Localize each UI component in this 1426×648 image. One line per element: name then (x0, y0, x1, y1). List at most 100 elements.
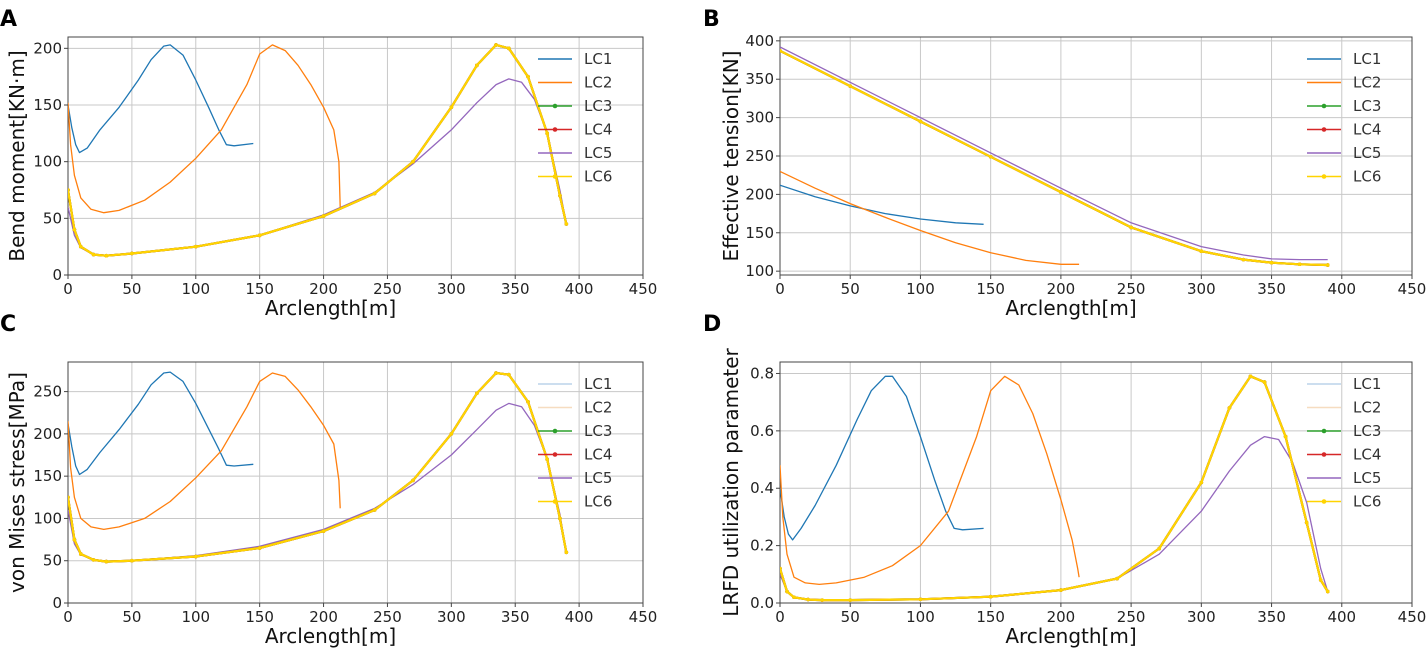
series-line-lc5 (780, 435, 1329, 601)
y-tick-label: 0.8 (750, 364, 774, 382)
x-tick-label: 150 (245, 280, 274, 298)
data-point-lc6 (806, 597, 810, 602)
data-point-lc6 (475, 391, 479, 396)
legend-marker (552, 103, 558, 109)
data-point-lc6 (1115, 576, 1119, 581)
data-point-lc6 (72, 537, 77, 542)
legend-label-lc1: LC1 (1353, 375, 1381, 393)
y-tick-label: 50 (43, 552, 62, 570)
x-tick-label: 350 (1257, 608, 1286, 626)
y-tick-label: 100 (33, 153, 62, 171)
data-point-lc6 (507, 46, 511, 51)
legend-label-lc1: LC1 (584, 375, 612, 393)
x-tick-label: 150 (245, 608, 274, 626)
data-point-lc6 (988, 594, 993, 599)
data-point-lc6 (1304, 520, 1309, 525)
legend-label-lc3: LC3 (584, 97, 612, 115)
panel-c: C 0 50 100 150 200 250 300 350 400 450 0 50 100 150 200… (0, 312, 657, 648)
legend-marker (1321, 499, 1327, 504)
plot-frame (67, 36, 644, 276)
x-tick-label: 100 (906, 608, 935, 626)
data-point-lc6 (545, 457, 549, 462)
legend-label-lc1: LC1 (1353, 50, 1381, 68)
legend-label-lc4: LC4 (584, 121, 612, 139)
data-point-lc6 (130, 558, 134, 563)
legend-label-lc5: LC5 (584, 144, 612, 162)
data-point-lc6 (507, 372, 511, 377)
data-point-lc6 (1199, 480, 1204, 485)
x-tick-label: 400 (565, 608, 594, 626)
data-point-lc6 (78, 552, 83, 556)
y-tick-label: 200 (33, 39, 62, 57)
data-point-lc6 (449, 432, 454, 436)
data-point-lc6 (820, 598, 824, 602)
x-tick-label: 300 (437, 280, 466, 298)
series-line-lc4 (68, 43, 568, 257)
x-tick-label: 250 (1117, 280, 1146, 298)
x-tick-label: 0 (775, 280, 785, 298)
data-point-lc6 (372, 191, 377, 196)
data-point-lc6 (91, 558, 96, 562)
data-point-lc6 (785, 589, 789, 594)
data-point-lc6 (475, 63, 479, 68)
panel-label: D (703, 312, 721, 337)
data-point-lc6 (104, 559, 109, 564)
legend-marker (552, 174, 558, 179)
legend: LC1 LC2 LC3 LC4 LC5 LC6 (538, 50, 612, 186)
series-line-lc1 (68, 371, 254, 476)
y-tick-label: 400 (745, 32, 774, 50)
y-tick-label: 250 (33, 383, 62, 401)
data-point-lc6 (130, 251, 134, 256)
x-tick-label: 150 (976, 608, 1005, 626)
x-tick-label: 200 (309, 280, 338, 298)
panel-label: C (0, 312, 16, 337)
x-tick-label: 200 (309, 608, 338, 626)
x-axis-label: Arclength[m] (265, 624, 396, 648)
x-tick-label: 300 (437, 608, 466, 626)
legend-label-lc6: LC6 (584, 168, 612, 186)
data-point-lc6 (1157, 546, 1161, 551)
data-point-lc6 (526, 399, 530, 404)
legend-label-lc5: LC5 (1353, 144, 1381, 162)
series-group (780, 374, 1330, 602)
x-tick-label: 450 (1398, 280, 1426, 298)
x-tick-label: 350 (1257, 280, 1286, 298)
x-axis-label: Arclength[m] (1005, 296, 1136, 320)
x-tick-label: 450 (1398, 608, 1426, 626)
legend-marker (1321, 174, 1327, 179)
series-line-lc1 (780, 184, 984, 225)
legend-marker (552, 452, 558, 457)
x-tick-label: 50 (122, 608, 141, 626)
data-point-lc6 (545, 131, 549, 136)
data-point-lc6 (1318, 578, 1323, 582)
legend-marker (1321, 103, 1327, 109)
y-tick-label: 150 (33, 96, 62, 114)
panel-a: A 0 50 100 150 200 250 300 350 400 450 0 50 100 150 200… (0, 7, 657, 320)
data-point-lc6 (411, 478, 415, 483)
x-tick-label: 250 (373, 608, 402, 626)
data-point-lc6 (321, 529, 326, 533)
data-point-lc6 (1297, 262, 1302, 267)
series-line-lc2 (68, 44, 341, 214)
x-tick-label: 200 (1047, 280, 1076, 298)
data-point-lc6 (372, 508, 377, 512)
data-point-lc6 (918, 597, 923, 602)
data-point-lc6 (1325, 589, 1330, 594)
legend-marker (1321, 127, 1327, 132)
y-tick-label: 100 (33, 509, 62, 527)
data-point-lc6 (193, 554, 198, 559)
data-point-lc6 (780, 566, 782, 571)
x-axis-label: Arclength[m] (265, 296, 396, 320)
data-point-lc6 (848, 598, 853, 602)
y-tick-label: 200 (33, 425, 62, 443)
data-point-lc6 (91, 252, 96, 257)
y-axis-label: Bend moment[KN·m] (5, 50, 29, 261)
y-tick-label: 0.0 (750, 594, 774, 612)
x-tick-label: 100 (181, 280, 210, 298)
series-group (68, 371, 569, 564)
x-tick-label: 0 (775, 608, 785, 626)
x-tick-label: 450 (629, 280, 658, 298)
x-tick-label: 50 (122, 280, 141, 298)
x-tick-label: 150 (976, 280, 1005, 298)
